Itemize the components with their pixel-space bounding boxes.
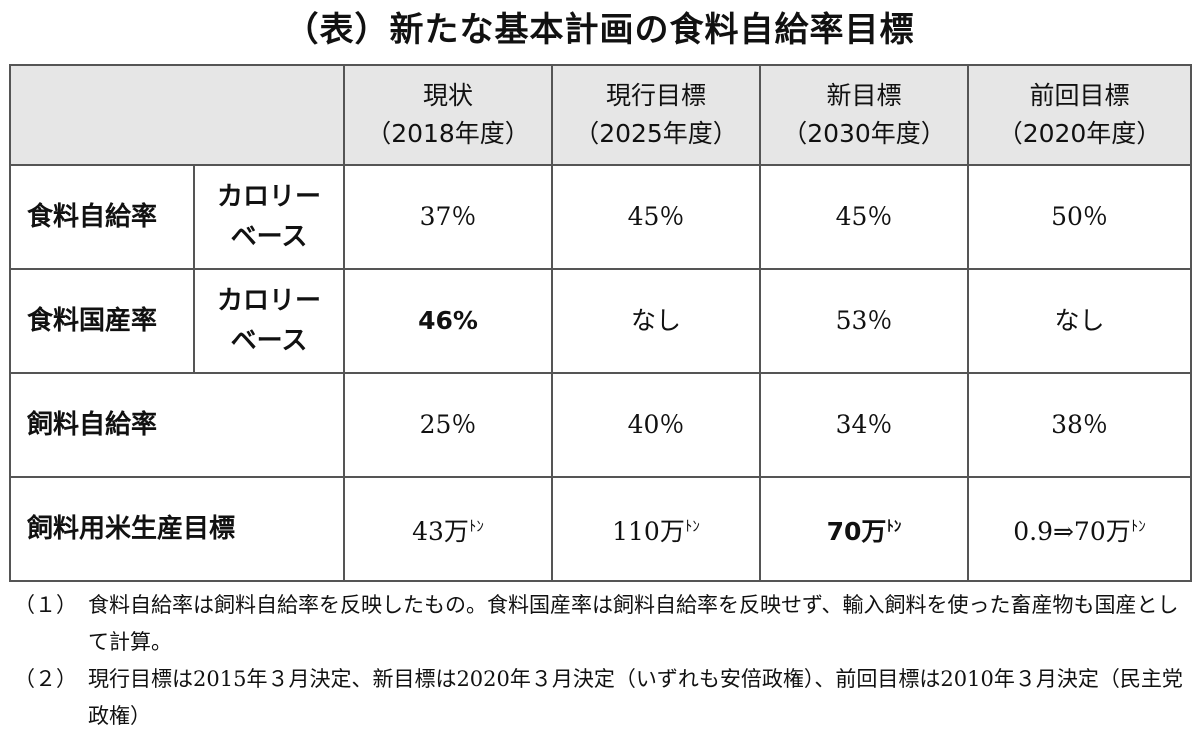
value-cell: 46% [343, 268, 553, 374]
table-row: 食料自給率 カロリー ベース 37％ 45％ 45％ 50％ [9, 164, 1192, 270]
footnote-text: 食料自給率は飼料自給率を反映したもの。食料国産率は飼料自給率を反映せず、輸入飼料… [88, 593, 1179, 654]
self-sufficiency-table: 現状 （2018年度） 現行目標 （2025年度） 新目標 （2030年度） 前… [9, 64, 1192, 582]
header-label: 前回目標 [1029, 81, 1130, 110]
header-empty-cell [9, 64, 345, 166]
value-cell: 110万ﾄﾝ [551, 476, 761, 582]
value-cell: なし [967, 268, 1192, 374]
row-label: 飼料用米生産目標 [9, 476, 345, 582]
value-cell: なし [551, 268, 761, 374]
value-cell: 43万ﾄﾝ [343, 476, 553, 582]
footnote: （２） 現行目標は2015年３月決定、新目標は2020年３月決定（いずれも安倍政… [14, 661, 1194, 735]
value-cell: 37％ [343, 164, 553, 270]
footnotes: （１） 食料自給率は飼料自給率を反映したもの。食料国産率は飼料自給率を反映せず、… [14, 587, 1194, 735]
row-sublabel: カロリー ベース [193, 164, 345, 270]
row-label: 飼料自給率 [9, 372, 345, 478]
value-cell: 53％ [759, 268, 969, 374]
value-cell: 25％ [343, 372, 553, 478]
row-label: 食料国産率 [9, 268, 195, 374]
value-cell: 40％ [551, 372, 761, 478]
value-cell: 45％ [551, 164, 761, 270]
page-title: （表）新たな基本計画の食料自給率目標 [284, 10, 915, 50]
footnote-text: 現行目標は2015年３月決定、新目標は2020年３月決定（いずれも安倍政権）、前… [88, 667, 1183, 728]
header-year: （2025年度） [574, 119, 738, 148]
value-cell: 50％ [967, 164, 1192, 270]
header-cell-new-target: 新目標 （2030年度） [759, 64, 969, 166]
unit-label: ﾄﾝ [1130, 517, 1146, 535]
header-label: 新目標 [826, 81, 902, 110]
value-cell: 45％ [759, 164, 969, 270]
header-cell-previous-target: 前回目標 （2020年度） [967, 64, 1192, 166]
unit-label: ﾄﾝ [886, 517, 902, 535]
value-cell: 70万ﾄﾝ [759, 476, 969, 582]
table-row: 飼料用米生産目標 43万ﾄﾝ 110万ﾄﾝ 70万ﾄﾝ 0.9⇒70万ﾄﾝ [9, 476, 1192, 582]
header-cell-current: 現状 （2018年度） [343, 64, 553, 166]
footnote-number: （１） [14, 593, 77, 617]
value-cell: 34％ [759, 372, 969, 478]
row-sublabel: カロリー ベース [193, 268, 345, 374]
row-label: 食料自給率 [9, 164, 195, 270]
footnote-number: （２） [14, 667, 77, 691]
value-cell: 38％ [967, 372, 1192, 478]
header-label: 現状 [422, 81, 473, 110]
header-label: 現行目標 [605, 81, 706, 110]
unit-label: ﾄﾝ [684, 517, 700, 535]
unit-label: ﾄﾝ [468, 517, 484, 535]
header-row: 現状 （2018年度） 現行目標 （2025年度） 新目標 （2030年度） 前… [9, 64, 1192, 166]
header-cell-current-target: 現行目標 （2025年度） [551, 64, 761, 166]
header-year: （2018年度） [366, 119, 530, 148]
value-cell: 0.9⇒70万ﾄﾝ [967, 476, 1192, 582]
header-year: （2020年度） [997, 119, 1162, 148]
table-row: 飼料自給率 25％ 40％ 34％ 38％ [9, 372, 1192, 478]
footnote: （１） 食料自給率は飼料自給率を反映したもの。食料国産率は飼料自給率を反映せず、… [14, 587, 1194, 661]
table-row: 食料国産率 カロリー ベース 46% なし 53％ なし [9, 268, 1192, 374]
header-year: （2030年度） [782, 119, 946, 148]
